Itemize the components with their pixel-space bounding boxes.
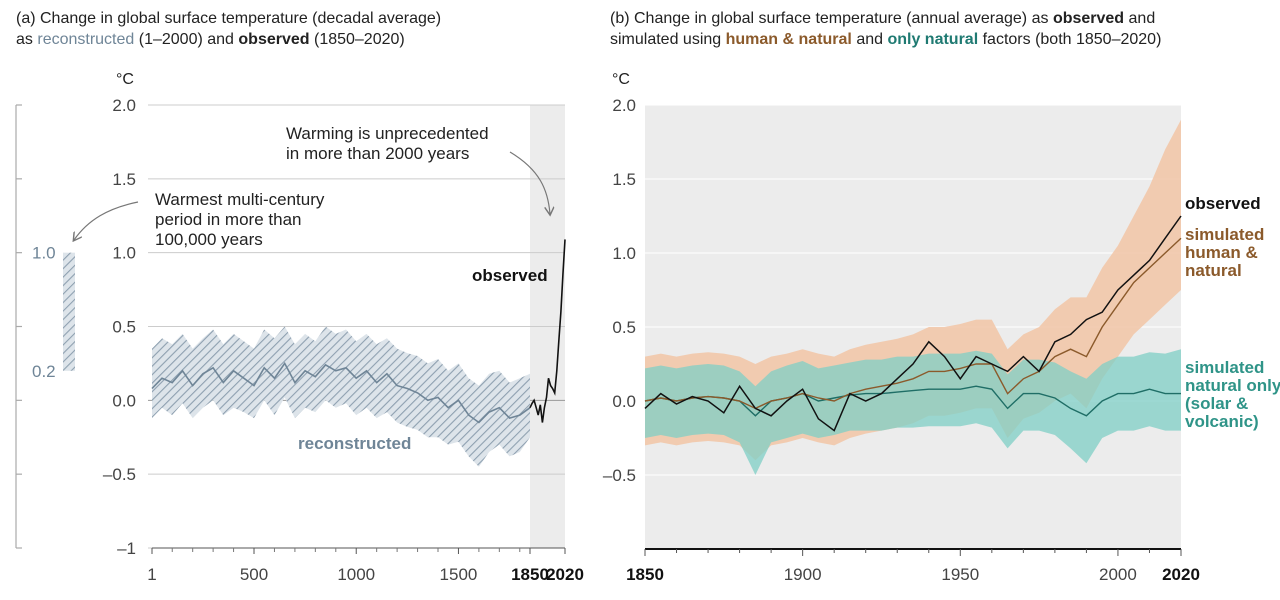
legend-human-line3: natural	[1185, 261, 1242, 280]
x-tick-label-a: 500	[240, 565, 268, 584]
side-bar-top-label: 1.0	[32, 244, 56, 263]
natural-only-band	[645, 349, 1181, 475]
legend-human-line2: human &	[1185, 243, 1258, 262]
x-tick-label-b: 2020	[1162, 565, 1200, 584]
annotation-warmest-line1: Warmest multi-century	[155, 190, 325, 209]
annotation-arrow-warmest	[74, 201, 139, 240]
y-tick-label-b: 0.5	[612, 318, 636, 337]
x-tick-label-a: 1850	[511, 565, 549, 584]
y-tick-label-b: 1.5	[612, 170, 636, 189]
panel-a-title-as: as	[16, 31, 33, 48]
legend-observed: observed	[1185, 194, 1261, 213]
y-tick-label-a: 1.5	[112, 170, 136, 189]
legend-natural-line2: natural only	[1185, 376, 1280, 395]
x-tick-label-a: 2020	[546, 565, 584, 584]
annotation-warmest-line3: 100,000 years	[155, 230, 263, 249]
x-tick-label-a: 1000	[337, 565, 375, 584]
panel-b-chart: 2.0 1.5 1.0 0.5 0.0 –0.5 °C 1850 1900 1950 2000 202…	[603, 71, 1280, 584]
y-tick-label-a: 1.0	[112, 244, 136, 263]
y-tick-label-b: 0.0	[612, 392, 636, 411]
panel-b-title-suffix: factors (both 1850–2020)	[982, 31, 1162, 48]
y-tick-label-b: 2.0	[612, 96, 636, 115]
x-tick-label-b: 1950	[941, 565, 979, 584]
panel-b-title-human: human & natural	[725, 31, 852, 48]
panel-b-title-natural: only natural	[887, 31, 979, 48]
label-observed-a: observed	[472, 266, 548, 285]
panel-a-title-mid: (1–2000) and	[138, 31, 234, 48]
x-tick-label-b: 1900	[784, 565, 822, 584]
y-tick-label-a: 0.0	[112, 391, 136, 410]
annotation-warmest-line2: period in more than	[155, 210, 301, 229]
panel-a-title-observed: observed	[238, 31, 310, 48]
observed-line-b	[644, 215, 1182, 432]
panel-a-title-suffix: (1850–2020)	[313, 31, 405, 48]
panel-b-title-simulated: simulated using	[610, 31, 722, 48]
y-tick-label-a: 0.5	[112, 318, 136, 337]
reconstructed-uncertainty-band	[152, 326, 530, 467]
panel-b-title: (b) Change in global surface temperature…	[610, 8, 1270, 50]
y-tick-label-a: 2.0	[112, 96, 136, 115]
y-tick-label-a: –1	[117, 539, 136, 558]
legend-natural-line1: simulated	[1185, 358, 1264, 377]
label-reconstructed: reconstructed	[298, 434, 411, 453]
panel-b-title-and1: and	[1128, 10, 1156, 27]
x-tick-label-a: 1500	[440, 565, 478, 584]
panel-a-title-reconstructed: reconstructed	[37, 31, 135, 48]
y-axis-unit-a: °C	[116, 71, 134, 88]
x-tick-label-b: 1850	[626, 565, 664, 584]
legend-natural-line3: (solar &	[1185, 394, 1248, 413]
x-tick-label-a: 1	[147, 565, 156, 584]
observed-line-a	[529, 239, 566, 423]
panel-a-title: (a) Change in global surface temperature…	[16, 8, 576, 50]
warm-period-range-bar	[63, 252, 75, 371]
y-tick-label-b: –0.5	[603, 466, 636, 485]
reconstructed-line	[151, 361, 531, 424]
panel-b-title-observed: observed	[1052, 10, 1125, 27]
panel-b-title-prefix: (b) Change in global surface temperature…	[610, 10, 1049, 27]
legend-natural-line4: volcanic)	[1185, 412, 1259, 431]
panel-a-title-prefix: (a) Change in global surface temperature…	[16, 10, 442, 27]
annotation-unprecedented-line1: Warming is unprecedented	[286, 124, 489, 143]
y-axis-unit-b: °C	[612, 71, 630, 88]
legend-human-line1: simulated	[1185, 225, 1264, 244]
panel-a-chart: 2.01.51.00.50.0–0.5–1°C1 500 1000 1500 18502…	[15, 71, 584, 584]
y-tick-label-b: 1.0	[612, 244, 636, 263]
human-natural-line	[644, 237, 1182, 410]
x-tick-label-b: 2000	[1099, 565, 1137, 584]
side-bar-bottom-label: 0.2	[32, 362, 56, 381]
annotation-unprecedented-line2: in more than 2000 years	[286, 144, 469, 163]
y-tick-label-a: –0.5	[103, 465, 136, 484]
panel-b-title-and2: and	[856, 31, 884, 48]
annotation-arrow-unprecedented	[509, 151, 550, 214]
